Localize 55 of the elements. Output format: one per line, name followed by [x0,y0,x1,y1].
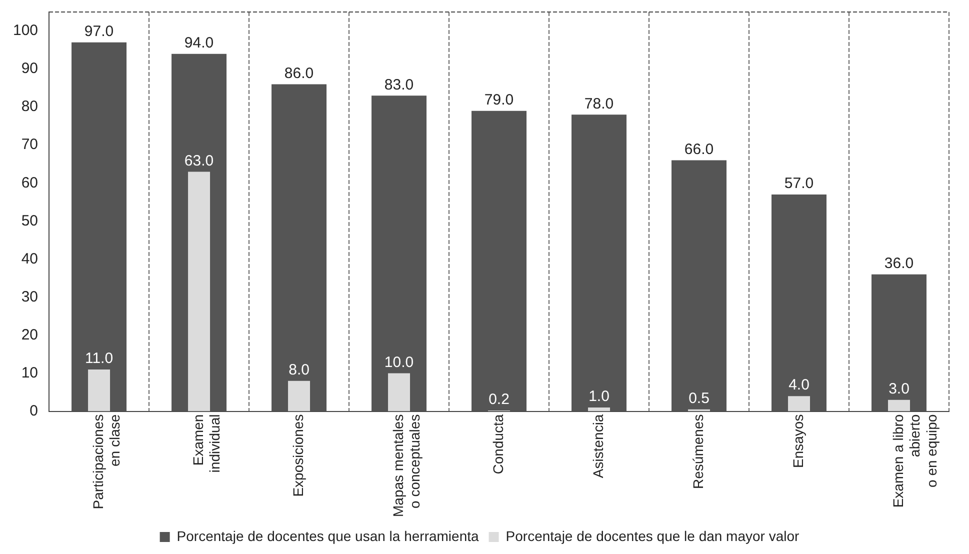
y-tick-label: 60 [21,174,38,192]
text: 78.0 [584,95,614,112]
legend-label: Porcentaje de docentes que le dan mayor valor [506,528,800,544]
text: 8.0 [288,362,310,378]
y-tick-label: 0 [30,402,38,420]
bar [888,400,910,412]
bar [472,110,527,412]
bar [372,96,427,412]
bar [88,369,110,412]
y-tick-label: 80 [21,98,38,116]
y-tick-label: 20 [21,326,38,344]
text: 11.0 [84,350,114,368]
y-tick-label: 10 [21,364,38,382]
text: 63.0 [184,152,214,170]
y-tick-label: 30 [21,288,38,306]
bar [672,160,727,412]
y-tick-label: 50 [21,212,38,230]
bar [872,274,926,412]
x-tick-label: Conducta [490,414,506,474]
text: 83.0 [384,76,414,94]
bar [588,407,610,412]
text: 0.5 [688,390,710,408]
bar [272,84,327,412]
text: 94.0 [184,34,214,52]
bar [772,194,827,412]
bar [188,172,210,412]
bar [72,42,127,412]
text: 0.2 [488,391,510,408]
text: 4.0 [788,376,810,394]
bar [288,380,310,412]
x-tick-label: Examen individual [190,414,223,473]
x-tick-label: Ensayos [790,414,806,468]
text: 86.0 [284,64,314,82]
text: 66.0 [684,140,714,158]
y-tick-label: 70 [21,136,38,154]
text: 1.0 [588,388,610,406]
text: 57.0 [784,175,814,192]
legend-label: Porcentaje de docentes que usan la herramienta [176,528,479,544]
x-tick-label: Asistencia [590,414,606,478]
text: 79.0 [484,92,514,109]
text: 36.0 [884,255,914,272]
bar [788,396,810,412]
x-tick-label: Examen a libro abierto o en equipo [890,414,940,508]
x-tick-label: Resúmenes [690,414,706,489]
bar [388,373,410,412]
x-tick-label: Mapas mentales o conceptuales [390,414,423,517]
x-tick-label: Participaciones en clase [90,414,123,510]
x-tick-label: Exposiciones [290,414,306,497]
y-tick-label: 40 [21,250,38,268]
bar [572,114,627,412]
text: 97.0 [84,23,114,40]
text: 3.0 [888,380,910,398]
text: 10.0 [384,354,414,371]
y-tick-label: 100 [12,22,38,40]
y-tick-label: 90 [21,60,38,78]
